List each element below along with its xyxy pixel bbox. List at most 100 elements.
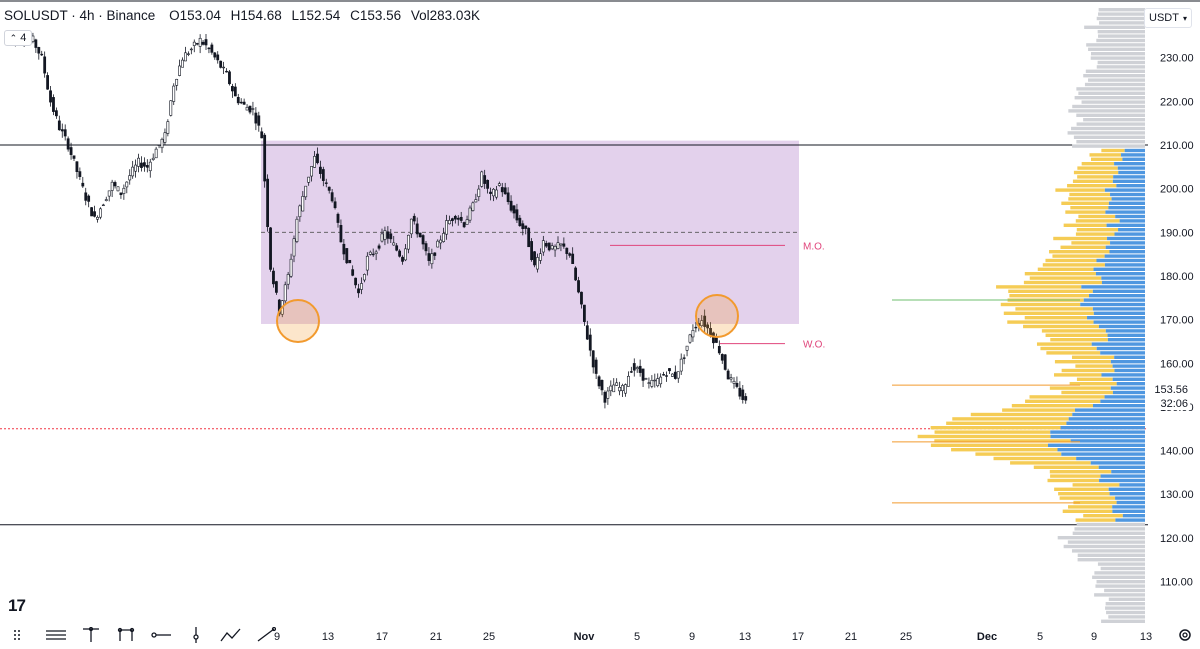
fib-retracement-icon[interactable] [45, 627, 67, 643]
profile-bar-yellow [975, 452, 1062, 456]
profile-bar-gray [1096, 580, 1145, 584]
profile-bar-gray [1083, 74, 1145, 78]
candle-body [588, 334, 592, 351]
open-value: 153.04 [179, 8, 221, 23]
profile-bar-yellow [1037, 267, 1094, 271]
candle-body [324, 182, 328, 184]
horizontal-ray-icon[interactable] [150, 627, 172, 643]
candle-body [101, 204, 105, 207]
candle-body [289, 258, 293, 277]
y-tick-label: 130.00 [1160, 489, 1194, 501]
candle-body [260, 131, 264, 139]
candle-body [471, 202, 475, 211]
profile-bar-blue [1116, 184, 1145, 188]
candle-body [541, 240, 545, 253]
candle-body [415, 223, 419, 235]
profile-bar-yellow [1046, 351, 1101, 355]
candle-body [116, 186, 120, 192]
profile-bar-blue [1117, 166, 1145, 170]
candle-body [515, 209, 519, 221]
profile-bar-gray [1108, 597, 1145, 601]
profile-bar-yellow [1054, 373, 1102, 377]
candle-body [318, 166, 322, 174]
candle-body [673, 371, 677, 379]
chevron-down-icon: ▾ [1182, 13, 1187, 23]
symbol-header: SOLUSDT · 4h · Binance O153.04 H154.68 L… [4, 8, 480, 23]
profile-bar-blue [1096, 258, 1145, 263]
profile-bar-gray [1068, 109, 1145, 113]
profile-bar-blue [1111, 197, 1145, 201]
profile-bar-gray [1071, 549, 1145, 553]
profile-bar-blue [1106, 223, 1145, 227]
candle-body [122, 187, 126, 194]
profile-bar-blue [1110, 360, 1145, 364]
candle-body [670, 373, 674, 377]
candle-body [342, 243, 346, 255]
profile-bar-blue [1108, 201, 1145, 205]
candle-body [706, 324, 710, 329]
profile-bar-yellow [1040, 346, 1097, 351]
profile-bar-yellow [917, 434, 1051, 439]
profile-bar-yellow [1069, 192, 1111, 197]
tradingview-logo-icon[interactable]: 17 [8, 596, 26, 615]
crosshair-icon[interactable] [10, 627, 32, 643]
profile-bar-yellow [1025, 399, 1101, 403]
candle-body [450, 218, 454, 222]
candle-body [453, 215, 457, 220]
trend-line-icon[interactable] [255, 627, 277, 643]
profile-bar-gray [1088, 47, 1145, 51]
candle-body [333, 201, 337, 209]
candle-body [151, 157, 155, 160]
profile-bar-gray [1076, 122, 1145, 126]
candle-body [137, 157, 140, 167]
candle-body [72, 155, 76, 159]
profile-bar-blue [1108, 487, 1145, 491]
profile-bar-blue [1047, 443, 1145, 447]
candle-body [99, 208, 102, 218]
currency-selector[interactable]: USDT ▾ [1144, 8, 1192, 28]
trend-path-icon[interactable] [220, 627, 242, 643]
profile-bar-gray [1084, 82, 1145, 87]
candle-body [189, 48, 193, 51]
profile-bar-blue [1072, 412, 1145, 417]
candle-body [380, 233, 384, 242]
profile-bar-gray [1081, 100, 1145, 104]
candle-body [128, 175, 132, 181]
candle-body [703, 315, 707, 327]
profile-bar-blue [1115, 214, 1145, 219]
profile-bar-blue [1091, 342, 1145, 346]
close-value: 153.56 [359, 8, 402, 23]
y-tick-label: 170.00 [1160, 315, 1194, 327]
vertical-line-icon[interactable] [185, 627, 207, 643]
candle-body [301, 196, 305, 212]
profile-bar-yellow [1071, 241, 1111, 245]
pitchfork-icon[interactable] [80, 627, 102, 643]
profile-bar-gray [1098, 34, 1145, 38]
candle-body [676, 371, 680, 379]
profile-bar-blue [1112, 390, 1145, 395]
candle-body [650, 380, 654, 387]
profile-bar-blue [1115, 518, 1145, 522]
candle-body [665, 375, 668, 377]
candle-body [157, 144, 161, 146]
candle-body [37, 47, 41, 54]
rectangle-tool-icon[interactable] [115, 627, 137, 643]
candle-body [582, 304, 586, 322]
profile-bar-blue [1104, 263, 1145, 267]
candle-body [635, 367, 639, 370]
candle-body [406, 234, 410, 250]
candle-body [612, 384, 616, 393]
candle-body [313, 156, 316, 168]
profile-bar-blue [1066, 421, 1145, 425]
candle-body [585, 325, 589, 340]
profile-bar-yellow [1063, 223, 1107, 227]
symbol-title[interactable]: SOLUSDT · 4h · Binance [4, 8, 156, 23]
settings-gear-icon[interactable] [1176, 626, 1194, 644]
candle-body [741, 389, 745, 400]
profile-bar-yellow [1061, 368, 1115, 373]
candle-body [668, 368, 671, 372]
indicators-collapse-button[interactable]: ⌃ 4 [4, 30, 32, 46]
profile-bar-yellow [1076, 228, 1119, 232]
profile-bar-yellow [1077, 175, 1114, 179]
